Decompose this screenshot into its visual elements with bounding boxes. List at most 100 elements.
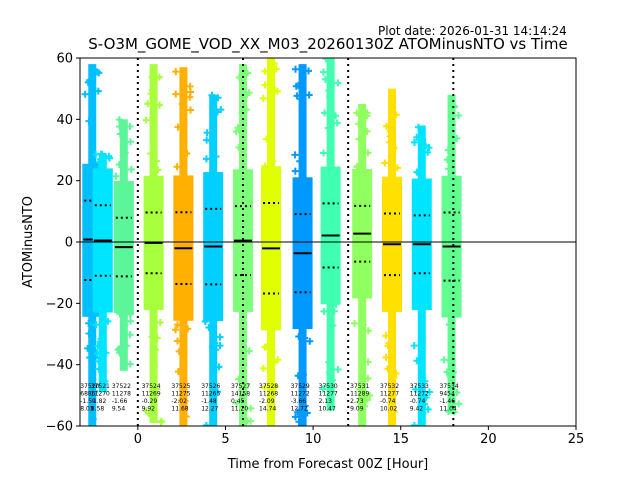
scatter-point [212,152,220,160]
scatter-point [244,69,252,77]
scatter-point [299,414,307,422]
scatter-point [91,68,99,76]
scatter-point [151,73,159,81]
scatter-core [88,64,97,426]
scatter-point [412,385,420,393]
scatter-point [209,125,217,133]
scatter-point [387,354,395,362]
scatter-point [332,300,340,308]
stat-label: 11269 [142,391,161,398]
scatter-point [95,69,103,77]
scatter-point [187,106,195,114]
scatter-core [209,94,218,426]
scatter-point [393,164,401,172]
scatter-point [389,119,397,127]
scatter-point [148,388,156,396]
scatter-point [261,343,269,351]
scatter-point [144,100,152,108]
scatter-point [453,389,461,397]
stat-label: -1.82 [91,398,107,405]
scatter-point [355,120,363,128]
chart-title: S-O3M_GOME_VOD_XX_M03_20260130Z ATOMinus… [88,35,567,54]
scatter-point [306,337,314,345]
scatter-point [94,342,102,350]
scatter-point [291,413,299,421]
scatter-point [156,319,164,327]
stat-label: -2.02 [171,398,187,405]
scatter-point [261,383,269,391]
scatter-point [94,87,102,95]
scatter-point [364,327,372,335]
scatter-point [233,399,241,407]
stat-label: 37528 [259,383,278,390]
scatter-point [301,334,309,342]
scatter-point [240,407,248,415]
scatter-point [261,67,269,75]
stat-label: 11268 [259,391,278,398]
series-layer [81,58,463,426]
scatter-point [112,172,120,180]
scatter-point [183,150,191,158]
series-3 [112,116,135,371]
scatter-point [174,123,182,131]
scatter-point [392,111,400,119]
stat-label: 2.73 [350,398,364,405]
scatter-point [291,167,299,175]
series-12 [381,88,402,426]
scatter-point [351,319,359,327]
scatter-point [425,388,433,396]
scatter-point [186,82,194,90]
scatter-point [116,349,124,357]
scatter-point [154,166,162,174]
y-tick-label: 60 [56,52,73,67]
stat-label: 0.45 [231,398,245,405]
scatter-point [386,127,394,135]
stat-label: 11272 [291,391,310,398]
series-4 [142,64,166,426]
scatter-point [455,400,463,408]
scatter-point [301,402,309,410]
scatter-point [243,106,251,114]
scatter-point [364,358,372,366]
stat-label: 9.54 [112,406,126,413]
scatter-point [232,128,240,136]
stat-label: 10.47 [319,406,336,413]
scatter-point [443,368,451,376]
scatter-point [305,67,313,75]
scatter-point [328,376,336,384]
scatter-point [445,320,453,328]
scatter-point [270,358,278,366]
scatter-point [296,157,304,165]
stat-label: 37520 [80,383,99,390]
scatter-core [98,153,107,393]
scatter-point [263,135,271,143]
scatter-point [446,356,454,364]
scatter-point [269,157,277,165]
stat-label: 11277 [319,391,338,398]
scatter-point [325,369,333,377]
scatter-point [216,333,224,341]
scatter-point [147,90,155,98]
scatter-point [272,65,280,73]
scatter-core [387,88,396,426]
y-tick-label: 20 [56,174,73,189]
x-tick-label: 15 [392,432,409,447]
scatter-point [104,317,112,325]
scatter-point [386,362,394,370]
scatter-point [413,357,421,365]
stat-label: 11270 [91,391,110,398]
scatter-point [440,356,448,364]
scatter-point [305,91,313,99]
scatter-point [152,346,160,354]
scatter-point [186,93,194,101]
scatter-point [172,68,180,76]
scatter-point [242,380,250,388]
scatter-point [202,421,210,426]
scatter-point [116,130,124,138]
scatter-point [415,169,423,177]
stat-label: 11.04 [440,406,457,413]
stat-label: 37521 [91,383,110,390]
stat-label: 11265 [201,391,220,398]
scatter-point [208,91,216,99]
scatter-point [123,342,131,350]
